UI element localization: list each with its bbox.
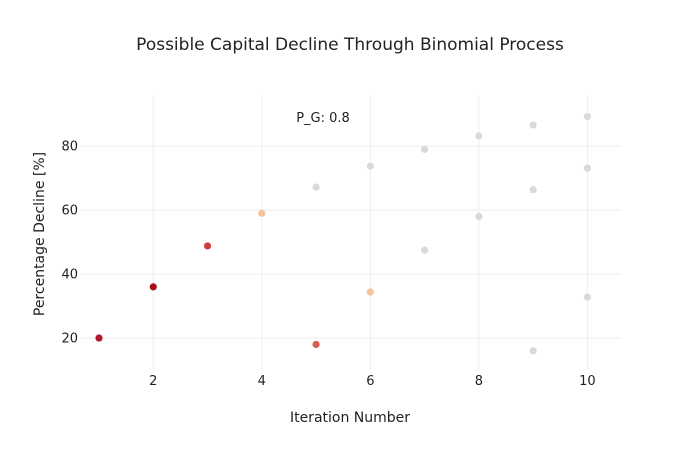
- x-tick-label: 8: [475, 374, 483, 389]
- data-point: [421, 246, 429, 254]
- y-tick-label: 80: [61, 140, 78, 155]
- data-point: [529, 186, 537, 194]
- data-point: [149, 283, 157, 291]
- data-point: [366, 288, 374, 296]
- x-tick-label: 4: [258, 374, 266, 389]
- data-point: [583, 293, 592, 301]
- y-tick-label: 20: [61, 332, 78, 347]
- data-point: [312, 340, 320, 349]
- data-point: [421, 145, 429, 153]
- data-point: [529, 347, 537, 355]
- tick-labels: 2 4 6 8 10 20 40 60 80: [61, 140, 595, 389]
- data-point: [583, 164, 592, 172]
- y-axis-label: Percentage Decline [%]: [32, 152, 48, 316]
- y-tick-label: 40: [61, 268, 78, 283]
- annotation-pg: P_G: 0.8: [296, 111, 350, 126]
- data-point: [366, 162, 374, 170]
- data-point: [529, 121, 537, 129]
- x-axis-label: Iteration Number: [290, 410, 410, 426]
- grid-lines: [80, 95, 620, 370]
- y-tick-label: 60: [61, 204, 78, 219]
- data-point: [475, 212, 483, 221]
- x-tick-label: 6: [366, 374, 374, 389]
- data-point: [583, 112, 592, 121]
- x-tick-label: 10: [579, 374, 596, 389]
- chart-title: Possible Capital Decline Through Binomia…: [136, 35, 564, 55]
- data-point: [95, 334, 103, 342]
- x-tick-label: 2: [149, 374, 157, 389]
- data-points: [95, 112, 592, 355]
- data-point: [312, 183, 320, 191]
- data-point: [203, 242, 212, 250]
- data-point: [258, 209, 266, 217]
- data-point: [475, 132, 483, 140]
